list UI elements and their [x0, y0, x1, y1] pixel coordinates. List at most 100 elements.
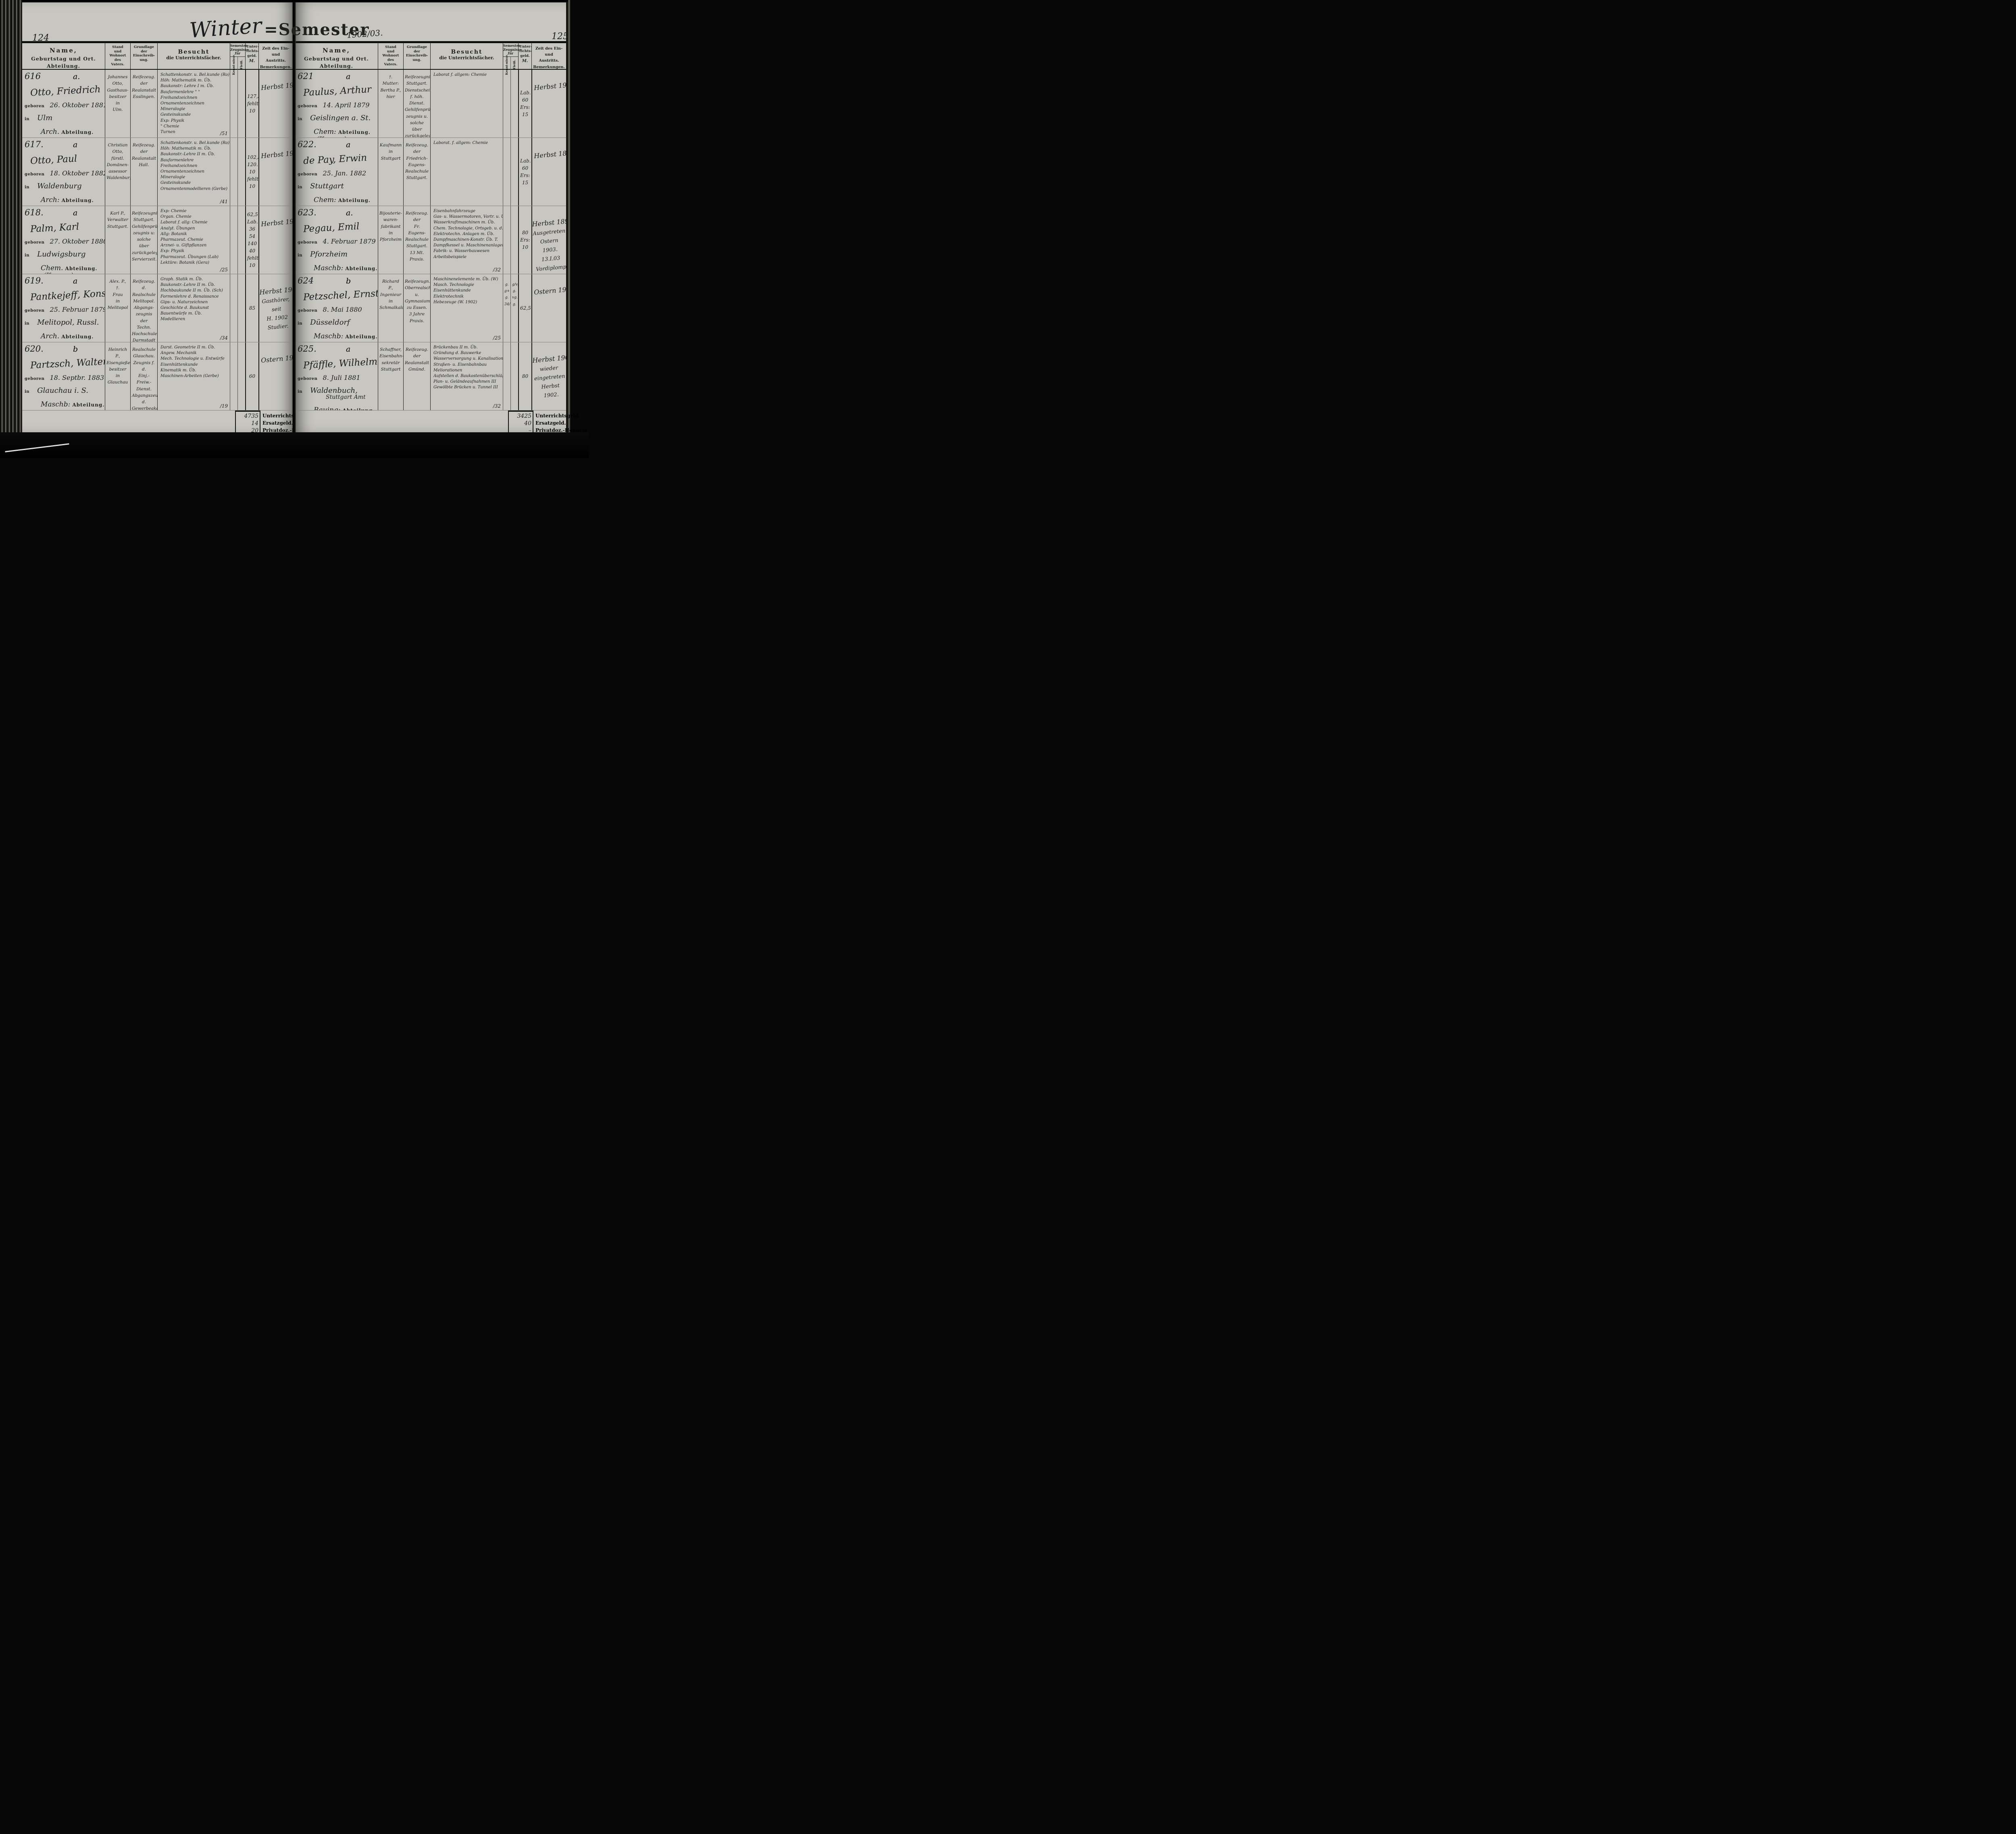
- kenntnisse-marks: [230, 206, 237, 274]
- register-entry-row: 624 b Petzschel, Ernst geboren 8. Mai 18…: [295, 274, 566, 342]
- courses-cell: Eisenbahnfahrzeuge Gas- u. Wassermotoren,…: [430, 206, 503, 274]
- father-occupation: Richard P.,IngenieurinSchmalkalden: [378, 274, 403, 342]
- department: Chem.: [41, 264, 63, 272]
- entry-name-cell: 617. a Otto, Paul geboren 18. Oktober 18…: [22, 138, 105, 206]
- title-printed: =Semester: [264, 20, 370, 39]
- father-occupation: Karl P., Verwalter Stuttgart.: [105, 206, 130, 274]
- fleiss-marks: [510, 342, 518, 410]
- title-handwritten: Winter: [189, 13, 263, 43]
- birth-date: 18. Oktober 1882: [50, 169, 105, 177]
- birth-place: Melitopol, Russl.: [37, 318, 99, 327]
- kenntnisse-marks: [230, 70, 237, 138]
- entry-number: 621: [298, 71, 314, 81]
- abteilung-label: Abteilung.: [345, 266, 378, 271]
- abteilung-label: Abteilung.: [338, 129, 371, 135]
- entry-number: 623.: [298, 208, 317, 217]
- birth-date: 8. Mai 1880: [323, 306, 362, 313]
- entry-number: 619.: [25, 276, 44, 286]
- in-label: in: [25, 185, 30, 190]
- register-entry-row: 617. a Otto, Paul geboren 18. Oktober 18…: [22, 138, 293, 206]
- abteilung-label: Abteilung.: [345, 334, 378, 340]
- fleiss-marks: [510, 70, 518, 138]
- birth-place: Waldenburg: [37, 182, 82, 190]
- entry-exit-remarks: Herbst 1902: [260, 148, 293, 160]
- in-label: in: [25, 390, 30, 394]
- kenntnisse-marks: [503, 206, 510, 274]
- col-header-besucht: Besucht die Unterrichtsfächer.: [430, 43, 503, 72]
- birth-place: Geislingen a. St.: [310, 114, 371, 122]
- course-list: Exp: Chemie Organ. Chemie Laborat f. allg:…: [160, 209, 219, 265]
- abteilung-label: Abteilung.: [338, 198, 371, 203]
- birth-place: Glauchau i. S.: [37, 386, 88, 395]
- margin-note: /25: [220, 267, 228, 273]
- col-header-besucht: Besucht die Unterrichtsfächer.: [157, 43, 230, 72]
- in-label: in: [25, 321, 30, 326]
- abteilung-label: Abteilung.: [61, 129, 94, 135]
- abteilung-label: Abteilung.: [343, 408, 375, 410]
- fleiss-marks: g/vgg.vg.g.: [510, 274, 518, 342]
- entry-exit-remarks: Herbst 1899: [533, 148, 566, 160]
- enrollment-basis: Reifezeug. der Friedrich- Eugens- Realschule…: [403, 138, 430, 206]
- in-label: in: [298, 390, 303, 394]
- fleiss-marks: [237, 70, 245, 138]
- birth-date: 26. Oktober 1881: [50, 101, 105, 109]
- courses-cell: Laborat. f. allgem: Chemie: [430, 138, 503, 206]
- col-header-zeit: Zeit des Ein- und Austritts. Bemerkungen.: [258, 43, 293, 72]
- tuition-fees: 80 Ers: 10: [518, 206, 531, 274]
- fleiss-marks: [237, 138, 245, 206]
- student-name: de Pay, Erwin: [303, 152, 367, 167]
- in-label: in: [25, 117, 30, 121]
- kenntnisse-marks: g.g+g.34/7.: [503, 274, 510, 342]
- register-table-right: Name, Geburtstag und Ort. Abteilung. Stand…: [295, 41, 589, 442]
- abteilung-label: Abteilung.: [72, 402, 105, 408]
- register-entry-row: 616 a. Otto, Friedrich geboren 26. Oktob…: [22, 70, 293, 138]
- entries-left: 616 a. Otto, Friedrich geboren 26. Oktob…: [22, 70, 293, 411]
- birth-place: Pforzheim: [310, 250, 348, 258]
- table-header-right: Name, Geburtstag und Ort. Abteilung. Stand…: [295, 43, 566, 75]
- course-list: Brückenbau II m. Üb. Gründung d. Bauwerke…: [433, 345, 503, 390]
- table-header-left: Name, Geburtstag und Ort. Abteilung. Stand…: [22, 43, 293, 75]
- register-page-left: Name, Geburtstag und Ort. Abteilung. Stand…: [22, 2, 316, 442]
- father-occupation: Alex. P., †. Frau in Melitopol: [105, 274, 130, 342]
- courses-cell: Graph. Statik m. Üb. Baukonstr.-Lehre II …: [157, 274, 230, 342]
- entry-section-letter: a: [73, 140, 78, 149]
- register-page-right: Name, Geburtstag und Ort. Abteilung. Stand…: [295, 2, 589, 442]
- scan-top-edge: [0, 0, 589, 2]
- fleiss-marks: [237, 206, 245, 274]
- fleiss-marks: [237, 274, 245, 342]
- entry-exit-remarks: Herbst 1901.: [533, 80, 566, 92]
- geboren-label: geboren: [25, 240, 45, 245]
- course-list: Graph. Statik m. Üb. Baukonstr.-Lehre II …: [160, 277, 223, 322]
- courses-cell: Schattenkonstr. u. Bel.kunde (Ro) Höh: Ma…: [157, 138, 230, 206]
- father-occupation: Bijouterie-waren-fabrikant in Pforzheim: [378, 206, 403, 274]
- register-entry-row: 621 a Paulus, Arthur geboren 14. April 1…: [295, 70, 566, 138]
- margin-note: /51: [220, 131, 228, 136]
- entry-name-cell: 622. a de Pay, Erwin geboren 25. Jan. 18…: [295, 138, 378, 206]
- book-cover-edge-right: [568, 0, 589, 458]
- kenntnisse-marks: [503, 70, 510, 138]
- birth-date: 4. Februar 1879: [323, 238, 376, 245]
- kenntnisse-marks: [230, 138, 237, 206]
- student-name: Palm, Karl: [30, 221, 79, 235]
- col-header-grundlage: Grundlage der Einschreib-ung.: [130, 43, 157, 72]
- geboren-label: geboren: [298, 308, 318, 313]
- student-name: Partzsch, Walter: [30, 356, 105, 371]
- remarks-cell: Ostern 1902: [258, 342, 293, 410]
- enrollment-basis: Reifezeug. der Fr. Eugens- Realschule Stuttg…: [403, 206, 430, 274]
- father-occupation: Heinrich P.,Eisengießerei-besitzerinGlau…: [105, 342, 130, 410]
- entry-section-letter: a.: [73, 72, 80, 81]
- father-occupation: Schaffner, Eisenbahn-sekretär Stuttgart: [378, 342, 403, 410]
- margin-note: /25: [493, 335, 501, 341]
- tuition-fees: Lab. 60 Ers: 15: [518, 138, 531, 206]
- department-note: (Pharmaz:): [317, 136, 375, 138]
- entry-exit-remarks: Ostern 1902: [533, 285, 566, 296]
- entry-section-letter: b: [73, 345, 78, 354]
- margin-note: /32: [493, 267, 501, 273]
- enrollment-basis: Reifezeugn.Oberrealschuleu. Gymnasiumzu …: [403, 274, 430, 342]
- geboren-label: geboren: [298, 104, 318, 108]
- entry-section-letter: b: [346, 277, 351, 286]
- student-name: Otto, Friedrich: [30, 84, 101, 98]
- remarks-cell: Ostern 1902: [531, 274, 566, 342]
